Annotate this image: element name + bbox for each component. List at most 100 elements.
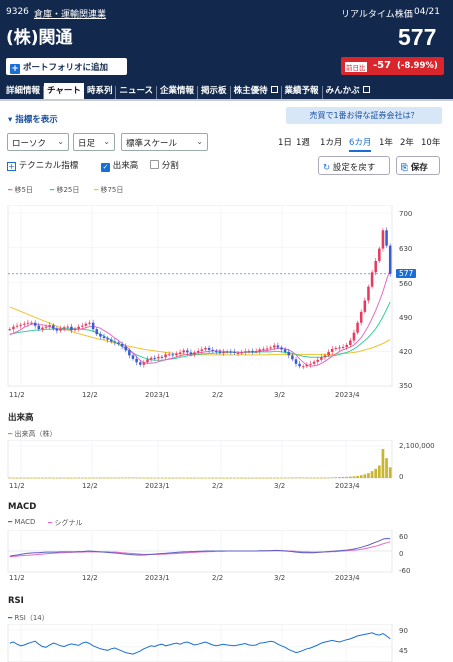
rsi-legend-label: RSI（14） — [14, 614, 49, 622]
range-1y[interactable]: 1年 — [379, 138, 393, 148]
volume-bar — [55, 477, 59, 479]
industry-link[interactable]: 倉庫・運輸関連業 — [34, 10, 107, 20]
candle-body — [48, 325, 51, 327]
tab-benefits[interactable]: 株主優待 — [231, 86, 282, 99]
ma5-legend: ━ 移5日 — [8, 186, 33, 194]
price-chart[interactable] — [0, 205, 453, 400]
volume-bar — [51, 477, 55, 479]
tab-details[interactable]: 詳細情報 — [3, 86, 45, 99]
volume-chart[interactable] — [0, 440, 453, 482]
macd-x-tick-nov: 11/2 — [9, 574, 25, 582]
tab-news[interactable]: ニュース — [116, 86, 158, 99]
ma25-line — [9, 301, 391, 361]
candle-body — [113, 341, 117, 343]
volume-bar — [117, 477, 120, 479]
volume-bar — [70, 477, 73, 479]
interval-select[interactable]: 日足 ⌄ — [73, 133, 115, 151]
range-1d[interactable]: 1日 — [278, 138, 292, 148]
candle-body — [247, 350, 251, 352]
volume-bar — [334, 477, 338, 479]
y-tick-490: 490 — [399, 314, 413, 322]
volume-bar — [348, 476, 352, 478]
range-1m[interactable]: 1カ月 — [320, 138, 343, 148]
vol-tick-zero: 0 — [399, 473, 404, 481]
volume-bar — [12, 477, 15, 479]
chevron-down-icon: ⌄ — [103, 137, 110, 146]
volume-title: 出来高 — [8, 413, 34, 423]
volume-bar — [294, 477, 298, 479]
candle-body — [102, 336, 106, 339]
candle-body — [341, 346, 345, 348]
macd-x-tick-feb: 2/2 — [212, 574, 224, 582]
volume-bar — [182, 477, 186, 479]
range-6m[interactable]: 6カ月 — [349, 136, 372, 152]
volume-bar — [175, 477, 178, 479]
vol-x-tick-jan: 2023/1 — [145, 482, 170, 490]
candle-body — [189, 352, 193, 355]
candle-body — [363, 300, 367, 312]
tab-board[interactable]: 掲示板 — [198, 86, 231, 99]
tab-chart[interactable]: チャート — [44, 83, 84, 99]
company-name: (株)関通 — [6, 28, 73, 48]
volume-bar — [327, 477, 330, 479]
tab-minkabu[interactable]: みんかぶ — [323, 86, 373, 99]
macd-chart[interactable] — [0, 530, 453, 575]
save-button[interactable]: ⎘ 保存 — [396, 156, 440, 175]
candle-body — [374, 260, 377, 273]
candle-body — [149, 357, 153, 360]
volume-legend: ━ 出来高（株） — [8, 430, 57, 438]
volume-bar — [120, 477, 124, 479]
candle-body — [276, 345, 280, 348]
candle-body — [128, 350, 131, 356]
candle-body — [352, 332, 356, 341]
volume-bar — [247, 477, 251, 479]
reset-label: 設定を戻す — [332, 163, 376, 173]
scale-select[interactable]: 標準スケール ⌄ — [121, 133, 208, 151]
volume-bar — [171, 477, 175, 479]
reset-settings-button[interactable]: ↻ 設定を戻す — [318, 156, 390, 175]
candle-body — [218, 351, 222, 353]
vol-x-tick-nov: 11/2 — [9, 482, 25, 490]
macd-tick-0: 0 — [399, 550, 404, 558]
external-link-icon — [362, 86, 370, 93]
ma75-line — [9, 306, 391, 356]
tab-timeseries[interactable]: 時系列 — [84, 86, 117, 99]
candle-body — [298, 363, 301, 367]
chart-type-value: ローソク — [12, 139, 47, 149]
volume-bar — [367, 473, 370, 478]
volume-checkbox[interactable]: ✓ 出来高 — [101, 159, 138, 172]
range-2y[interactable]: 2年 — [400, 138, 414, 148]
add-portfolio-button[interactable]: + ポートフォリオに追加 — [6, 58, 127, 75]
candle-body — [370, 272, 374, 287]
tab-forecast[interactable]: 業績予報 — [282, 86, 323, 99]
volume-bar — [385, 458, 388, 478]
range-1w[interactable]: 1週 — [296, 138, 310, 148]
nav-divider — [0, 99, 453, 101]
volume-bar — [301, 477, 305, 479]
volume-bar — [312, 477, 316, 479]
candle-body — [233, 351, 236, 353]
candle-body — [178, 352, 182, 354]
indicator-toggle[interactable]: ▾ 指標を表示 — [8, 113, 58, 125]
ma5-line — [9, 269, 391, 367]
candle-body — [182, 350, 185, 353]
broker-banner-link[interactable]: 売買で1番お得な証券会社は？ — [286, 107, 442, 124]
candle-body — [225, 351, 229, 353]
split-checkbox[interactable]: 分割 — [150, 159, 179, 171]
volume-legend-label: 出来高（株） — [14, 430, 57, 438]
chevron-down-icon: ⌄ — [57, 137, 64, 146]
volume-bar — [269, 477, 272, 479]
technical-indicator-toggle[interactable]: + テクニカル指標 — [7, 159, 78, 171]
technical-label: テクニカル指標 — [18, 161, 79, 171]
range-10y[interactable]: 10年 — [421, 138, 441, 148]
chart-type-select[interactable]: ローソク ⌄ — [7, 133, 69, 151]
volume-bar — [124, 477, 128, 479]
x-tick-dec: 12/2 — [82, 391, 98, 399]
volume-bar — [229, 477, 233, 479]
candle-body — [138, 362, 142, 365]
rsi-chart[interactable] — [0, 624, 453, 662]
volume-bar — [41, 477, 44, 479]
volume-bar — [218, 477, 222, 479]
candle-body — [142, 362, 146, 365]
tab-company[interactable]: 企業情報 — [157, 86, 199, 99]
